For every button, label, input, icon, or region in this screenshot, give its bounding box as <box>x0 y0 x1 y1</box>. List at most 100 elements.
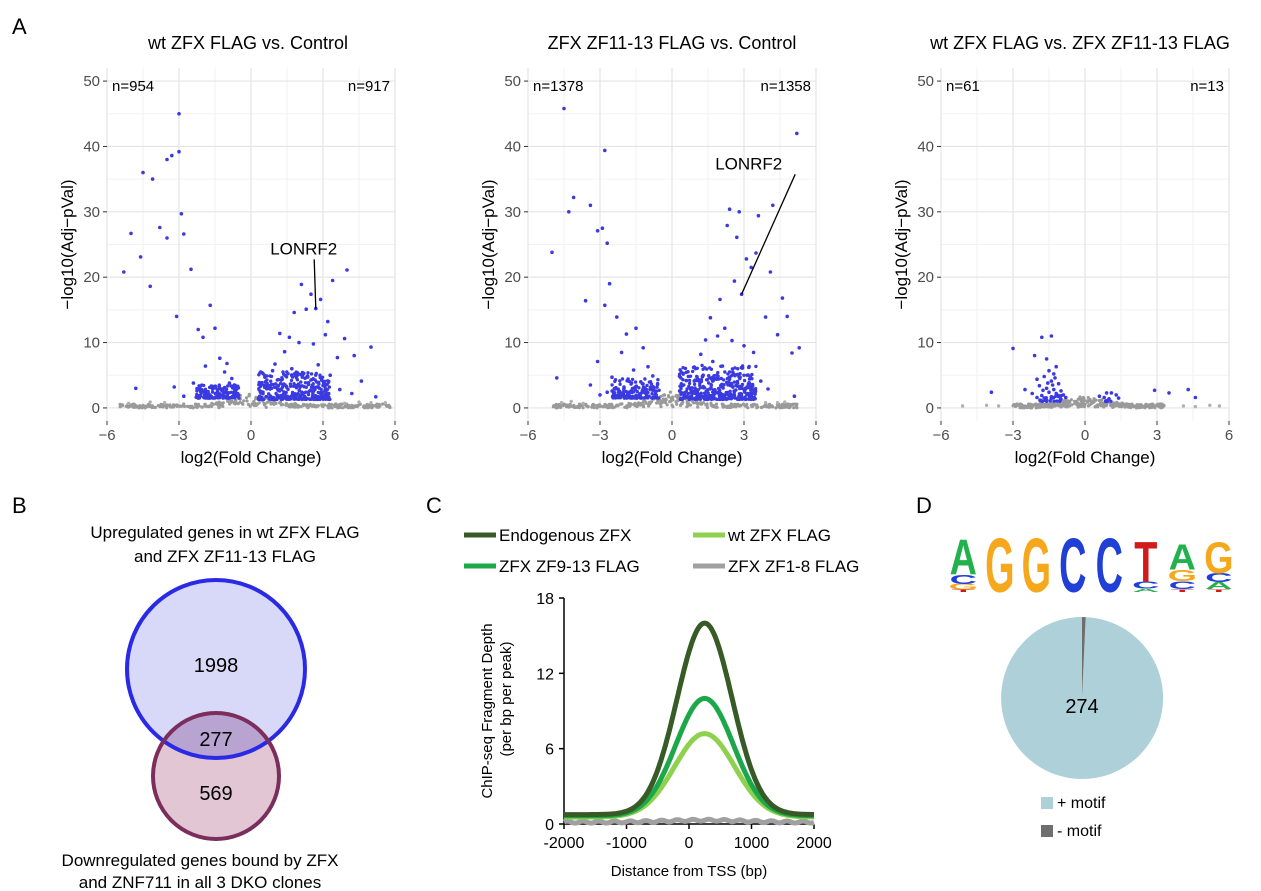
nonsignificant-point <box>1086 400 1090 404</box>
significant-point <box>318 297 323 302</box>
nonsignificant-point <box>383 400 388 405</box>
significant-point <box>1052 399 1056 403</box>
significant-point <box>1167 391 1171 395</box>
significant-point <box>275 394 279 398</box>
nonsignificant-point <box>370 405 374 409</box>
significant-point <box>1055 399 1059 403</box>
significant-point <box>708 315 713 320</box>
significant-point <box>643 386 647 390</box>
significant-point <box>172 385 176 389</box>
nonsignificant-point <box>699 402 703 406</box>
significant-point <box>694 390 698 395</box>
nonsignificant-point <box>1069 398 1073 402</box>
nonsignificant-point <box>755 406 759 410</box>
significant-point <box>237 393 241 397</box>
significant-point <box>328 373 333 378</box>
nonsignificant-point <box>238 400 242 404</box>
significant-point <box>268 383 272 388</box>
y-tick-label: 40 <box>83 138 100 155</box>
significant-point <box>304 307 309 312</box>
nonsignificant-point <box>736 403 740 407</box>
significant-point <box>1054 394 1058 398</box>
nonsignificant-point <box>579 404 584 408</box>
significant-point <box>1054 391 1058 396</box>
significant-point <box>266 386 270 391</box>
significant-point <box>729 381 734 386</box>
venn-count-up-only: 1998 <box>194 655 239 677</box>
nonsignificant-point <box>1034 406 1038 410</box>
significant-point <box>1046 381 1050 385</box>
significant-point <box>195 395 199 399</box>
significant-point <box>1011 346 1015 351</box>
nonsignificant-point <box>767 405 771 409</box>
significant-point <box>1193 395 1198 400</box>
significant-point <box>619 350 624 355</box>
significant-point <box>639 380 643 384</box>
nonsignificant-point <box>1193 404 1198 409</box>
nonsignificant-point <box>287 405 292 409</box>
count-right: n=917 <box>348 78 390 95</box>
nonsignificant-point <box>1064 405 1068 409</box>
significant-point <box>613 391 617 395</box>
logo-letter-C: C <box>1096 522 1123 608</box>
nonsignificant-point <box>330 406 334 410</box>
significant-point <box>1052 372 1056 376</box>
significant-point <box>724 390 728 395</box>
significant-point <box>165 236 169 240</box>
significant-point <box>692 382 697 386</box>
significant-point <box>290 390 295 395</box>
significant-point <box>622 386 626 391</box>
nonsignificant-point <box>1018 406 1022 410</box>
nonsignificant-point <box>1131 404 1135 408</box>
significant-point <box>182 232 186 236</box>
significant-point <box>680 397 685 402</box>
significant-point <box>306 382 311 387</box>
count-left: n=61 <box>946 78 980 95</box>
significant-point <box>230 376 234 381</box>
significant-point <box>148 284 152 289</box>
nonsignificant-point <box>1023 404 1027 408</box>
significant-point <box>691 365 696 370</box>
significant-point <box>771 203 775 208</box>
significant-point <box>657 396 661 400</box>
significant-point <box>706 397 711 401</box>
significant-point <box>696 388 700 392</box>
nonsignificant-point <box>659 401 664 405</box>
nonsignificant-point <box>702 401 706 405</box>
significant-point <box>274 382 278 386</box>
significant-point <box>1109 399 1113 403</box>
significant-point <box>677 374 682 378</box>
significant-point <box>138 255 143 259</box>
significant-point <box>313 394 318 398</box>
motif-pie-chart: 274 <box>1001 616 1164 779</box>
nonsignificant-point <box>1028 402 1032 406</box>
logo-letter-G: G <box>985 522 1014 608</box>
x-axis-title: log2(Fold Change) <box>181 448 322 467</box>
nonsignificant-point <box>253 397 258 401</box>
significant-point <box>1053 376 1057 380</box>
significant-point <box>716 377 721 381</box>
significant-point <box>695 366 699 370</box>
significant-point <box>732 389 737 394</box>
significant-point <box>716 390 720 395</box>
significant-point <box>728 394 732 398</box>
nonsignificant-point <box>1217 404 1222 408</box>
significant-point <box>742 373 746 377</box>
nonsignificant-point <box>1181 404 1186 408</box>
nonsignificant-point <box>1062 399 1066 403</box>
nonsignificant-point <box>340 402 344 406</box>
significant-point <box>198 393 203 398</box>
x-tick-label: 6 <box>1225 427 1233 444</box>
significant-point <box>701 373 705 378</box>
significant-point <box>303 381 308 385</box>
significant-point <box>280 377 285 382</box>
venn-circle-upregulated <box>127 580 305 758</box>
significant-point <box>681 366 685 370</box>
nonsignificant-point <box>1070 403 1074 407</box>
nonsignificant-point <box>1140 405 1144 409</box>
nonsignificant-point <box>1151 402 1155 406</box>
nonsignificant-point <box>709 401 713 405</box>
significant-point <box>306 392 311 397</box>
nonsignificant-point <box>1056 404 1060 408</box>
significant-point <box>284 397 289 401</box>
